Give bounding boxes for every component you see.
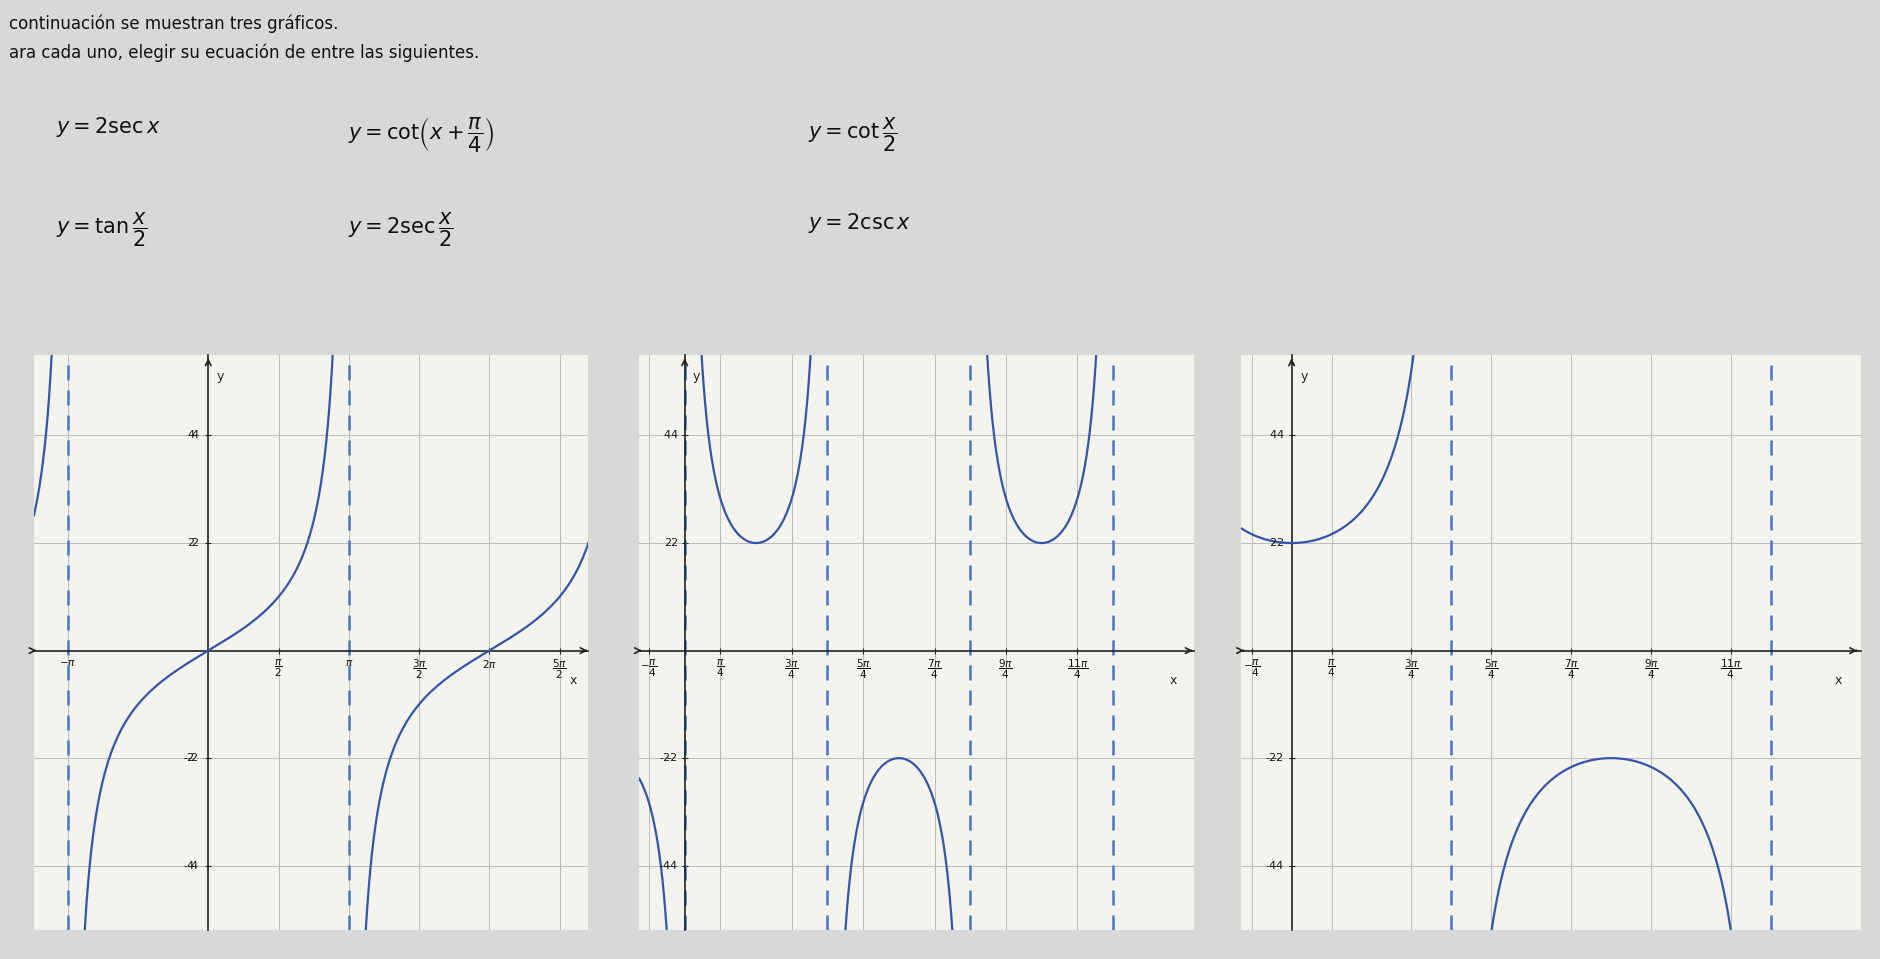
Text: 2: 2 (664, 538, 671, 548)
Text: -2: -2 (1273, 753, 1284, 763)
Text: y: y (694, 369, 701, 383)
Text: ara cada uno, elegir su ecuación de entre las siguientes.: ara cada uno, elegir su ecuación de entr… (9, 43, 479, 61)
Text: $y=2\csc x$: $y=2\csc x$ (808, 211, 912, 235)
Text: x: x (1835, 673, 1842, 687)
Text: $y=2\sec x$: $y=2\sec x$ (56, 115, 162, 139)
Text: continuación se muestran tres gráficos.: continuación se muestran tres gráficos. (9, 14, 338, 33)
Text: 4: 4 (188, 431, 194, 440)
Text: 2: 2 (1269, 538, 1277, 548)
Text: 2: 2 (192, 538, 197, 548)
Text: -2: -2 (660, 753, 671, 763)
Text: -4: -4 (186, 860, 197, 871)
Text: -4: -4 (1265, 860, 1277, 871)
Text: -4: -4 (666, 860, 677, 871)
Text: $y=2\sec\dfrac{x}{2}$: $y=2\sec\dfrac{x}{2}$ (348, 211, 453, 249)
Text: x: x (570, 673, 577, 687)
Text: 4: 4 (1269, 431, 1277, 440)
Text: 2: 2 (1277, 538, 1284, 548)
Text: 2: 2 (669, 538, 677, 548)
Text: -4: -4 (182, 860, 194, 871)
Text: 4: 4 (669, 431, 677, 440)
Text: -2: -2 (1265, 753, 1277, 763)
Text: y: y (216, 369, 224, 383)
Text: 4: 4 (1277, 431, 1284, 440)
Text: -2: -2 (186, 753, 197, 763)
Text: $y=\cot\!\left(x+\dfrac{\pi}{4}\right)$: $y=\cot\!\left(x+\dfrac{\pi}{4}\right)$ (348, 115, 494, 154)
Text: y: y (1301, 369, 1308, 383)
Text: -4: -4 (660, 860, 671, 871)
Text: -4: -4 (1273, 860, 1284, 871)
Text: 4: 4 (664, 431, 671, 440)
Text: -2: -2 (666, 753, 677, 763)
Text: 2: 2 (188, 538, 194, 548)
Text: -2: -2 (182, 753, 194, 763)
Text: 4: 4 (192, 431, 197, 440)
Text: $y=\cot\dfrac{x}{2}$: $y=\cot\dfrac{x}{2}$ (808, 115, 899, 153)
Text: $y=\tan\dfrac{x}{2}$: $y=\tan\dfrac{x}{2}$ (56, 211, 149, 249)
Text: x: x (1169, 673, 1177, 687)
